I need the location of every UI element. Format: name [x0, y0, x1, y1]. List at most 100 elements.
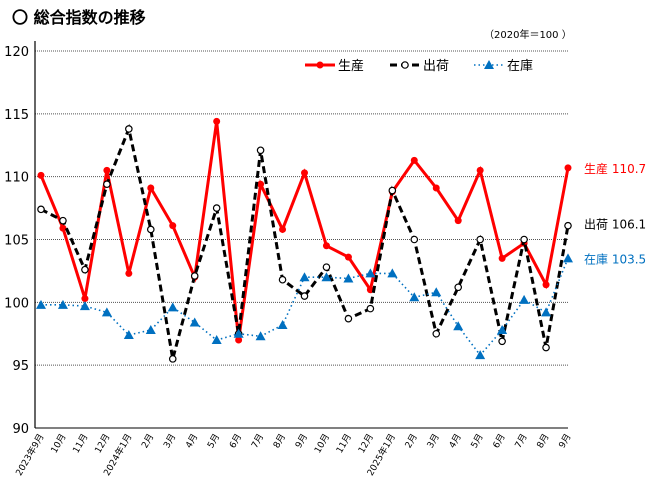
x-tick-label: 4月: [447, 432, 464, 450]
data-point: [454, 283, 463, 292]
data-point: [542, 281, 550, 289]
x-tick-label: 11月: [334, 432, 354, 455]
x-tick-label: 3月: [425, 432, 442, 450]
x-tick-label: 6月: [227, 432, 244, 450]
data-point: [475, 350, 486, 360]
data-point: [103, 180, 111, 189]
data-point: [37, 205, 45, 214]
data-point: [167, 302, 178, 312]
data-point: [387, 268, 398, 278]
data-point: [123, 330, 134, 340]
x-tick-label: 2月: [139, 432, 156, 450]
data-point: [190, 272, 199, 280]
data-point: [410, 156, 418, 164]
data-point: [300, 292, 309, 300]
data-point: [564, 221, 572, 230]
data-point: [564, 164, 572, 172]
data-point: [168, 355, 177, 363]
data-point: [79, 301, 90, 311]
unit-note: （2020年＝100 ）: [484, 30, 572, 41]
data-point: [344, 314, 353, 323]
data-point: [519, 294, 530, 304]
x-tick-label: 9月: [557, 432, 574, 450]
legend-label: 出荷: [423, 59, 449, 74]
data-point: [59, 216, 67, 225]
data-point: [125, 125, 133, 133]
data-point: [299, 272, 310, 282]
data-point: [322, 263, 331, 271]
data-point: [213, 117, 221, 125]
data-point: [498, 254, 506, 262]
data-point: [388, 186, 397, 195]
end-label: 出荷 106.1: [584, 218, 646, 232]
data-point: [541, 307, 552, 317]
data-point: [410, 235, 419, 244]
end-label: 生産 110.7: [584, 161, 646, 176]
data-point: [278, 275, 287, 284]
legend-marker: [316, 61, 324, 69]
data-point: [301, 169, 308, 177]
data-point: [409, 292, 420, 302]
data-point: [101, 307, 112, 317]
data-point: [498, 337, 506, 346]
data-point: [321, 272, 332, 282]
data-point: [59, 224, 67, 232]
data-point: [146, 225, 155, 234]
x-tick-label: 10月: [49, 432, 69, 455]
data-point: [36, 299, 46, 309]
x-tick-label: 12月: [93, 432, 113, 455]
data-point: [169, 222, 177, 230]
y-tick-label: 110: [4, 171, 29, 186]
data-point: [542, 343, 550, 352]
data-point: [57, 299, 68, 309]
data-point: [453, 321, 464, 331]
data-point: [212, 204, 221, 212]
legend-label: 在庫: [507, 59, 533, 74]
data-point: [211, 335, 222, 345]
data-point: [520, 235, 528, 244]
x-tick-label: 2023年9月: [13, 432, 47, 478]
data-point: [189, 317, 200, 327]
x-tick-label: 3月: [161, 432, 178, 450]
data-point: [344, 253, 352, 261]
data-point: [256, 146, 265, 155]
legend-marker: [401, 61, 409, 69]
data-point: [563, 253, 573, 263]
chart-title: 〇 総合指数の推移: [12, 8, 146, 27]
data-point: [365, 268, 376, 278]
data-point: [235, 336, 243, 344]
x-tick-label: 4月: [183, 432, 200, 450]
series-line-出荷: [40, 123, 570, 360]
x-tick-label: 2月: [403, 432, 420, 450]
y-tick-label: 105: [4, 234, 29, 249]
data-point: [81, 295, 89, 303]
data-point: [431, 287, 442, 297]
data-point: [454, 217, 462, 225]
x-tick-label: 7月: [513, 432, 530, 450]
legend-marker: [484, 60, 494, 69]
data-point: [277, 319, 288, 329]
x-tick-label: 8月: [535, 432, 552, 450]
data-point: [497, 324, 508, 334]
x-tick-label: 7月: [249, 432, 266, 450]
x-tick-label: 11月: [71, 432, 91, 455]
data-point: [81, 265, 89, 274]
data-point: [343, 273, 354, 283]
end-label: 在庫 103.5: [584, 252, 646, 266]
data-point: [147, 184, 155, 192]
data-point: [476, 235, 484, 244]
data-point: [322, 242, 330, 250]
data-point: [103, 166, 111, 174]
x-tick-label: 8月: [271, 432, 288, 450]
y-tick-label: 120: [4, 45, 29, 60]
x-tick-label: 6月: [491, 432, 508, 450]
y-tick-label: 115: [4, 108, 29, 123]
data-point: [125, 269, 133, 277]
data-point: [432, 184, 440, 192]
data-point: [255, 331, 266, 341]
x-tick-label: 9月: [293, 432, 310, 450]
data-point: [432, 329, 441, 338]
x-tick-label: 5月: [469, 432, 486, 450]
data-point: [37, 171, 45, 179]
